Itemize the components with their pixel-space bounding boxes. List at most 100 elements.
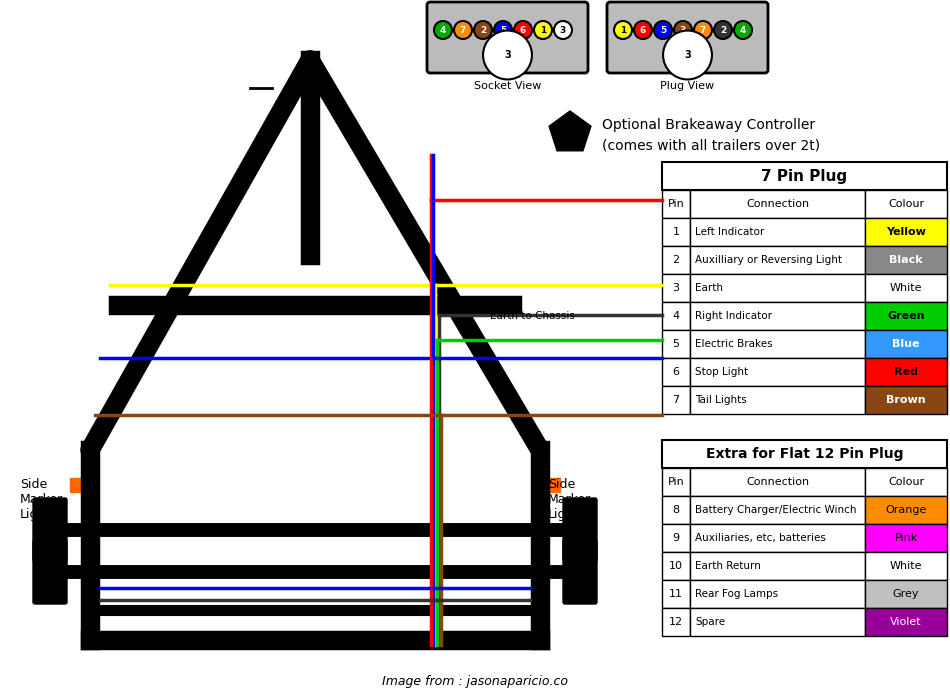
Bar (690, 330, 865, 358)
Bar (865, 386, 947, 414)
Text: Stop Light: Stop Light (695, 367, 749, 377)
Text: Extra for Flat 12 Pin Plug: Extra for Flat 12 Pin Plug (706, 447, 903, 461)
Text: Rear Fog Lamps: Rear Fog Lamps (695, 589, 778, 599)
Text: 8: 8 (673, 505, 679, 515)
Bar (662, 440, 947, 468)
Text: Auxilliary or Reversing Light: Auxilliary or Reversing Light (695, 255, 842, 265)
Text: Left Indicator: Left Indicator (695, 227, 764, 237)
Bar (662, 524, 690, 552)
Text: Connection: Connection (746, 477, 809, 487)
Bar (865, 468, 947, 496)
Bar (865, 274, 947, 302)
Text: 3: 3 (673, 283, 679, 293)
Text: 3: 3 (560, 26, 566, 35)
Circle shape (494, 21, 512, 39)
Circle shape (454, 21, 472, 39)
Text: Earth: Earth (695, 283, 723, 293)
Text: Pink: Pink (894, 533, 918, 543)
Text: Earth to Chassis: Earth to Chassis (490, 311, 575, 321)
Bar (690, 302, 865, 330)
Text: 7: 7 (700, 26, 706, 35)
Circle shape (714, 21, 732, 39)
Bar (662, 330, 690, 358)
FancyBboxPatch shape (33, 540, 67, 604)
Text: 2: 2 (480, 26, 486, 35)
Text: Violet: Violet (890, 617, 922, 627)
Text: Right Indicator: Right Indicator (695, 311, 772, 321)
Text: 3: 3 (684, 50, 691, 60)
Bar (690, 358, 865, 386)
Circle shape (534, 21, 552, 39)
Text: White: White (890, 283, 922, 293)
Text: Green: Green (887, 311, 924, 321)
Bar (662, 468, 690, 496)
FancyBboxPatch shape (427, 2, 588, 73)
Text: 1: 1 (619, 26, 626, 35)
Bar (690, 468, 865, 496)
Text: Pin: Pin (668, 199, 684, 209)
Text: Earth Return: Earth Return (695, 561, 761, 571)
Bar (662, 608, 690, 636)
Bar (865, 524, 947, 552)
Bar (690, 246, 865, 274)
Bar (662, 274, 690, 302)
Bar (690, 496, 865, 524)
Text: 5: 5 (660, 26, 666, 35)
Bar (690, 218, 865, 246)
Text: Side
Marker
Light: Side Marker Light (548, 478, 591, 521)
Circle shape (514, 21, 532, 39)
Text: Red: Red (894, 367, 918, 377)
FancyBboxPatch shape (33, 498, 67, 562)
Bar (662, 162, 947, 190)
FancyBboxPatch shape (563, 540, 597, 604)
Bar (690, 608, 865, 636)
Text: Electric Brakes: Electric Brakes (695, 339, 772, 349)
Text: (comes with all trailers over 2t): (comes with all trailers over 2t) (602, 138, 820, 152)
Text: 5: 5 (500, 26, 506, 35)
Text: Yellow: Yellow (886, 227, 926, 237)
Text: Blue: Blue (892, 339, 920, 349)
Text: Connection: Connection (746, 199, 809, 209)
Text: 6: 6 (640, 26, 646, 35)
Text: Plug View: Plug View (660, 81, 714, 91)
Bar (865, 580, 947, 608)
Text: Colour: Colour (888, 199, 924, 209)
Text: 6: 6 (673, 367, 679, 377)
Bar (690, 580, 865, 608)
Text: 1: 1 (673, 227, 679, 237)
FancyBboxPatch shape (607, 2, 768, 73)
Text: Optional Brakeaway Controller: Optional Brakeaway Controller (602, 118, 815, 132)
Bar (865, 246, 947, 274)
Text: 5: 5 (673, 339, 679, 349)
Bar (662, 386, 690, 414)
Circle shape (554, 21, 572, 39)
Text: Side
Marker
Light: Side Marker Light (20, 478, 64, 521)
FancyBboxPatch shape (563, 498, 597, 562)
Bar (662, 358, 690, 386)
Bar (662, 190, 690, 218)
Text: 6: 6 (520, 26, 526, 35)
Bar (865, 302, 947, 330)
Bar (70, 478, 90, 492)
Bar (662, 302, 690, 330)
Bar (662, 552, 690, 580)
Bar (865, 218, 947, 246)
Text: 7: 7 (460, 26, 466, 35)
Text: Colour: Colour (888, 477, 924, 487)
Polygon shape (549, 111, 591, 151)
Text: Brown: Brown (886, 395, 926, 405)
Bar (690, 190, 865, 218)
Text: 9: 9 (673, 533, 679, 543)
Bar (865, 552, 947, 580)
Bar (690, 386, 865, 414)
Circle shape (434, 21, 452, 39)
Bar (865, 608, 947, 636)
Text: Auxiliaries, etc, batteries: Auxiliaries, etc, batteries (695, 533, 826, 543)
Text: Pin: Pin (668, 477, 684, 487)
Text: Battery Charger/Electric Winch: Battery Charger/Electric Winch (695, 505, 857, 515)
Bar (865, 330, 947, 358)
Bar (690, 524, 865, 552)
Text: Image from : jasonaparicio.co: Image from : jasonaparicio.co (382, 674, 568, 688)
Text: Black: Black (889, 255, 922, 265)
Text: Socket View: Socket View (474, 81, 542, 91)
